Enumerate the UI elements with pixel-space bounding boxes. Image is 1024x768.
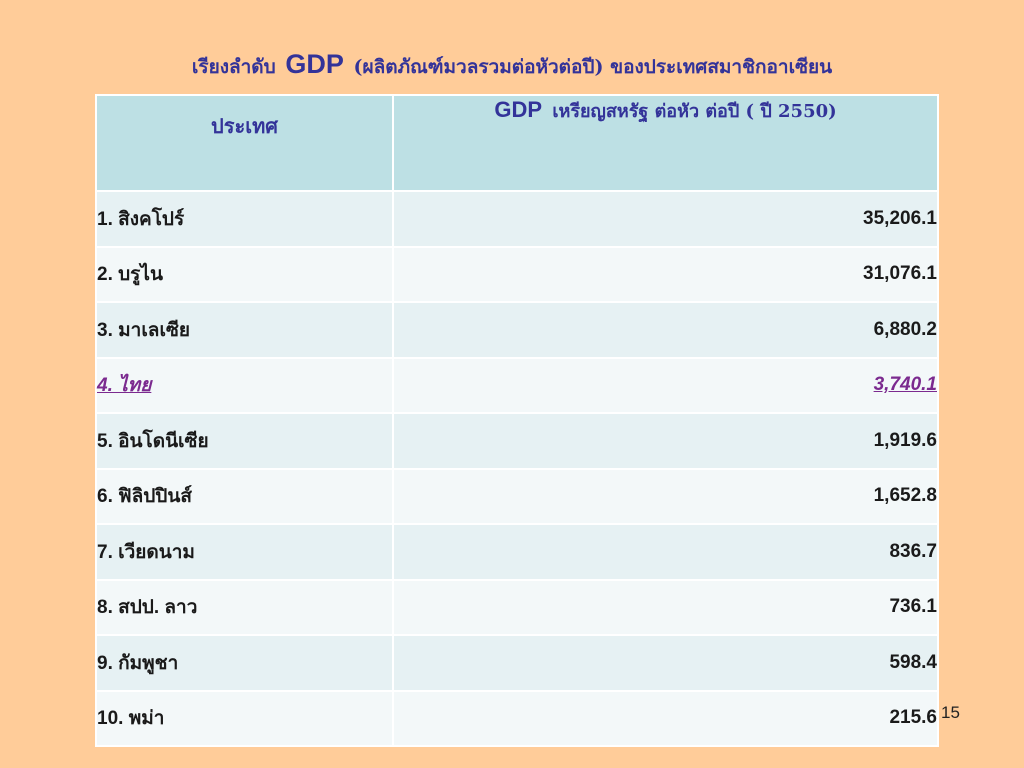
cell-country: 2. บรูไน [95, 245, 394, 303]
table-row: 10. พม่า 215.6 [95, 689, 939, 747]
cell-gdp-value: 836.7 [392, 523, 939, 581]
cell-gdp-value: 736.1 [392, 578, 939, 636]
header-gdp-label: เหรียญสหรัฐ ต่อหัว ต่อปี ( ปี 2550) [552, 101, 837, 122]
cell-gdp-value: 31,076.1 [392, 245, 939, 303]
slide-title: เรียงลำดับ GDP (ผลิตภัณฑ์มวลรวมต่อหัวต่อ… [0, 44, 1024, 87]
cell-country: 5. อินโดนีเซีย [95, 412, 394, 470]
cell-gdp-value: 35,206.1 [392, 190, 939, 248]
table-row: 8. สปป. ลาว 736.1 [95, 578, 939, 636]
cell-country: 3. มาเลเซีย [95, 301, 394, 359]
cell-country: 9. กัมพูชา [95, 634, 394, 692]
cell-gdp-value: 598.4 [392, 634, 939, 692]
cell-country: 8. สปป. ลาว [95, 578, 394, 636]
table-row: 1. สิงคโปร์ 35,206.1 [95, 190, 939, 248]
cell-country: 7. เวียดนาม [95, 523, 394, 581]
cell-country: 10. พม่า [95, 689, 394, 747]
table-row: 7. เวียดนาม 836.7 [95, 523, 939, 581]
table-row: 6. ฟิลิปปินส์ 1,652.8 [95, 467, 939, 525]
cell-gdp-value: 3,740.1 [392, 356, 939, 414]
page-number: 15 [941, 703, 960, 722]
table-row: 3. มาเลเซีย 6,880.2 [95, 301, 939, 359]
gdp-ranking-table: ประเทศ GDP เหรียญสหรัฐ ต่อหัว ต่อปี ( ปี… [95, 94, 939, 747]
cell-gdp-value: 215.6 [392, 689, 939, 747]
title-prefix: เรียงลำดับ [191, 56, 276, 78]
table-row: 9. กัมพูชา 598.4 [95, 634, 939, 692]
cell-country: 6. ฟิลิปปินส์ [95, 467, 394, 525]
cell-gdp-value: 1,919.6 [392, 412, 939, 470]
table-header-row: ประเทศ GDP เหรียญสหรัฐ ต่อหัว ต่อปี ( ปี… [95, 94, 939, 192]
header-country: ประเทศ [95, 94, 394, 192]
cell-country: 4. ไทย [95, 356, 394, 414]
table-row: 2. บรูไน 31,076.1 [95, 245, 939, 303]
cell-gdp-value: 6,880.2 [392, 301, 939, 359]
cell-country: 1. สิงคโปร์ [95, 190, 394, 248]
table-row-highlighted: 4. ไทย 3,740.1 [95, 356, 939, 414]
header-gdp-prefix: GDP [494, 97, 543, 122]
table-row: 5. อินโดนีเซีย 1,919.6 [95, 412, 939, 470]
header-gdp: GDP เหรียญสหรัฐ ต่อหัว ต่อปี ( ปี 2550) [392, 94, 939, 192]
title-gdp: GDP [285, 49, 344, 79]
title-suffix: (ผลิตภัณฑ์มวลรวมต่อหัวต่อปี) ของประเทศสม… [353, 56, 833, 78]
cell-gdp-value: 1,652.8 [392, 467, 939, 525]
